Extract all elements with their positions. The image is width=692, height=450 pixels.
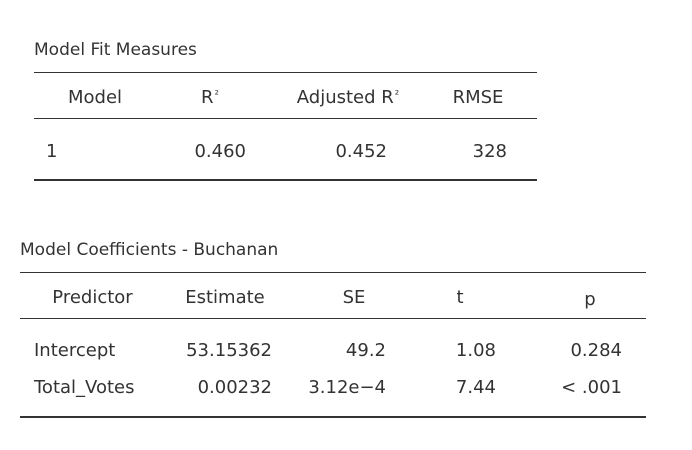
coef-table-title: Model Coefficients - Buchanan <box>20 240 279 260</box>
coef-cell-t: 7.44 <box>455 377 496 398</box>
coef-header-estimate: Estimate <box>185 287 265 308</box>
fit-table-top-rule <box>34 72 537 73</box>
fit-cell-rmse: 328 <box>472 141 507 162</box>
fit-header-adj-r2: Adjusted R² <box>278 87 418 109</box>
coef-table-top-rule <box>20 272 646 273</box>
coef-cell-p: 0.284 <box>570 340 622 361</box>
coef-table-header-rule <box>20 318 646 319</box>
fit-header-r2-sup: ² <box>214 88 219 101</box>
fit-cell-model: 1 <box>46 141 58 162</box>
fit-cell-adj-r2: 0.452 <box>335 141 387 162</box>
fit-header-adj-r2-sup: ² <box>394 88 400 101</box>
fit-table-header-rule <box>34 118 537 119</box>
fit-cell-r2: 0.460 <box>194 141 246 162</box>
coef-cell-estimate: 53.15362 <box>186 340 272 361</box>
fit-header-rmse: RMSE <box>452 87 504 108</box>
coef-cell-p: < .001 <box>561 377 622 398</box>
fit-header-model: Model <box>67 87 123 108</box>
coef-cell-predictor: Intercept <box>34 340 116 361</box>
coef-cell-estimate: 0.00232 <box>197 377 272 398</box>
fit-header-adj-r2-label: Adjusted R <box>296 87 394 108</box>
fit-header-r2-label: R <box>201 87 214 108</box>
coef-cell-se: 3.12e−4 <box>308 377 386 398</box>
coef-header-predictor: Predictor <box>52 287 133 308</box>
fit-table-title: Model Fit Measures <box>34 40 197 60</box>
coef-header-se: SE <box>342 287 366 308</box>
coef-cell-se: 49.2 <box>345 340 386 361</box>
coef-header-t: t <box>456 287 464 308</box>
fit-table-bottom-rule <box>34 179 537 181</box>
fit-header-r2: R² <box>180 87 240 109</box>
coef-table-bottom-rule <box>20 416 646 418</box>
coef-cell-t: 1.08 <box>455 340 496 361</box>
coef-header-p: p <box>584 289 596 310</box>
coef-cell-predictor: Total_Votes <box>34 377 135 398</box>
